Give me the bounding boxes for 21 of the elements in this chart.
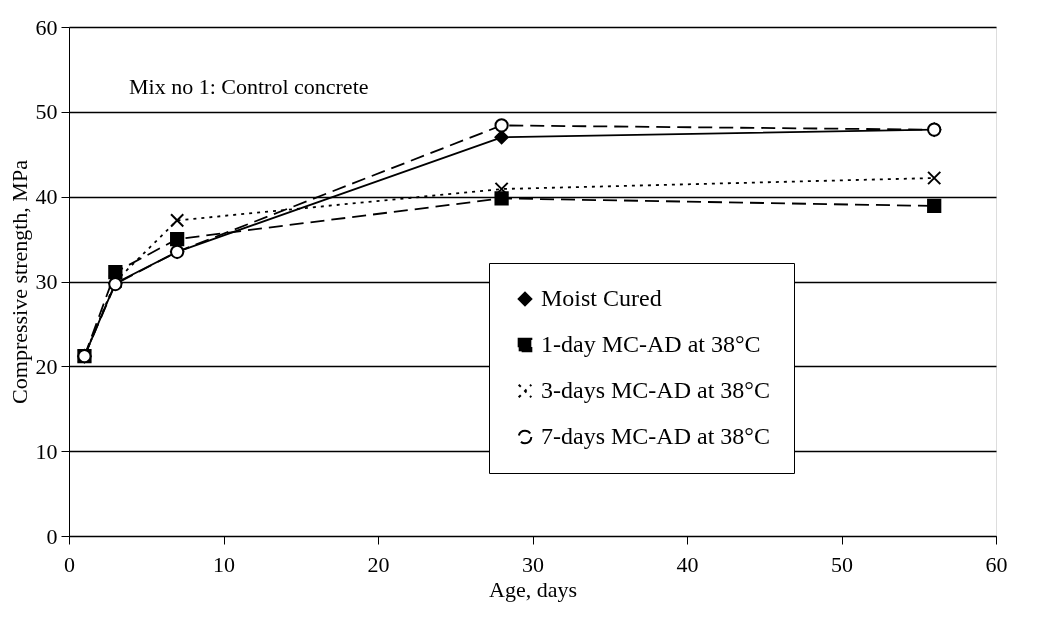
annotation: Mix no 1: Control concrete [129,74,369,99]
legend-label: Moist Cured [541,285,662,311]
y-tick-label: 20 [35,353,58,379]
x-tick-label: 40 [676,551,699,577]
y-tick-label: 30 [35,269,58,294]
y-tick-label: 10 [35,438,58,464]
y-axis-title: Compressive strength, MPa [6,159,32,404]
x-tick-label: 50 [831,551,853,577]
y-tick-label: 50 [35,99,58,125]
x-tick-label: 60 [985,551,1008,577]
legend-label: 3-days MC-AD at 38°C [541,377,770,403]
legend-label: 1-day MC-AD at 38°C [541,331,761,357]
x-tick-label: 30 [522,551,544,577]
y-tick-label: 40 [35,184,58,210]
y-tick-label: 0 [46,523,58,549]
x-tick-label: 10 [213,551,235,577]
legend-label: 7-days MC-AD at 38°C [541,423,770,449]
x-axis-title: Age, days [489,576,577,602]
x-tick-label: 0 [64,551,75,577]
x-tick-label: 20 [367,551,390,577]
y-tick-label: 60 [35,14,58,40]
